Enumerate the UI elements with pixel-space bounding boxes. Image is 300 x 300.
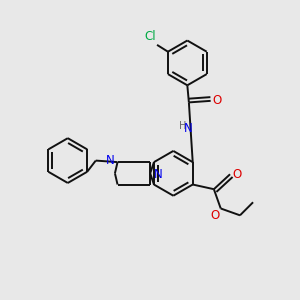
Text: O: O: [211, 209, 220, 222]
Text: N: N: [184, 122, 193, 135]
Text: H: H: [179, 121, 187, 130]
Text: N: N: [106, 154, 115, 167]
Text: Cl: Cl: [145, 30, 156, 43]
Text: O: O: [232, 168, 242, 181]
Text: N: N: [154, 168, 163, 182]
Text: O: O: [212, 94, 222, 107]
